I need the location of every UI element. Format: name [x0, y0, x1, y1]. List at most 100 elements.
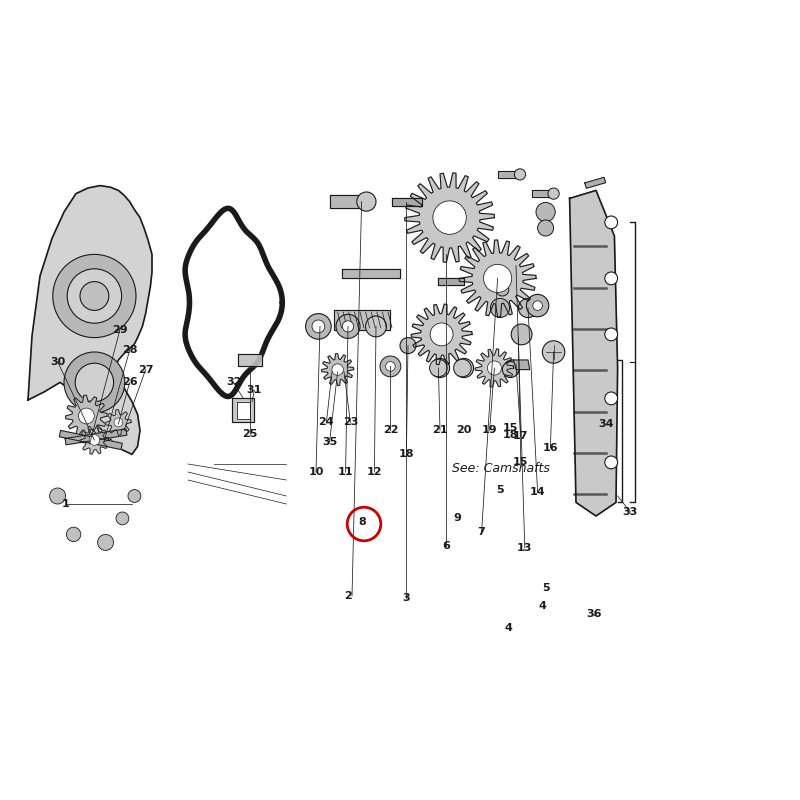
Text: 12: 12	[366, 467, 382, 477]
Text: 15: 15	[513, 458, 529, 467]
Polygon shape	[185, 208, 282, 397]
Polygon shape	[334, 310, 390, 330]
Circle shape	[64, 352, 125, 413]
Text: 5: 5	[542, 583, 550, 593]
Circle shape	[67, 269, 122, 323]
Polygon shape	[65, 429, 127, 445]
Circle shape	[128, 490, 141, 502]
Circle shape	[435, 203, 464, 232]
Polygon shape	[342, 269, 400, 278]
Text: 32: 32	[226, 378, 242, 387]
Text: 7: 7	[478, 527, 486, 537]
Text: 4: 4	[504, 623, 512, 633]
Text: 19: 19	[482, 426, 498, 435]
Circle shape	[400, 338, 416, 354]
Circle shape	[75, 363, 114, 402]
Circle shape	[548, 188, 559, 199]
Circle shape	[366, 316, 386, 337]
Text: 31: 31	[246, 386, 262, 395]
Polygon shape	[237, 402, 250, 419]
Circle shape	[542, 341, 565, 363]
Polygon shape	[59, 430, 122, 450]
Circle shape	[454, 358, 474, 378]
Text: 25: 25	[242, 429, 258, 438]
Text: 23: 23	[342, 418, 358, 427]
Text: 8: 8	[358, 517, 366, 526]
Circle shape	[483, 264, 512, 293]
Polygon shape	[392, 198, 422, 206]
Circle shape	[433, 201, 466, 234]
Polygon shape	[232, 398, 254, 422]
Text: 14: 14	[530, 487, 546, 497]
Circle shape	[332, 364, 343, 375]
Circle shape	[511, 324, 532, 345]
Text: 3: 3	[402, 594, 410, 603]
Text: 21: 21	[432, 426, 448, 435]
Polygon shape	[514, 360, 530, 370]
Text: 17: 17	[513, 431, 529, 441]
Polygon shape	[459, 240, 536, 317]
Text: 29: 29	[112, 325, 128, 334]
Circle shape	[490, 298, 510, 318]
Text: 16: 16	[542, 443, 558, 453]
Text: 18: 18	[398, 450, 414, 459]
Polygon shape	[438, 278, 464, 285]
Text: 13: 13	[517, 543, 533, 553]
Circle shape	[605, 328, 618, 341]
Polygon shape	[80, 426, 109, 454]
Text: 33: 33	[622, 507, 638, 517]
Text: 1: 1	[62, 499, 70, 509]
Text: 10: 10	[308, 467, 324, 477]
Circle shape	[605, 392, 618, 405]
Text: 35: 35	[322, 437, 338, 446]
Text: 15: 15	[502, 423, 518, 433]
Text: 36: 36	[586, 610, 602, 619]
Text: 30: 30	[50, 357, 66, 366]
Polygon shape	[585, 178, 606, 188]
Circle shape	[538, 220, 554, 236]
Polygon shape	[66, 395, 107, 437]
Circle shape	[514, 169, 526, 180]
Circle shape	[430, 359, 447, 377]
Circle shape	[98, 534, 114, 550]
Circle shape	[486, 266, 510, 290]
Circle shape	[336, 314, 360, 338]
Circle shape	[430, 358, 450, 378]
Circle shape	[66, 527, 81, 542]
Text: 34: 34	[598, 419, 614, 429]
Polygon shape	[238, 354, 262, 366]
Circle shape	[114, 418, 123, 427]
Text: 2: 2	[344, 591, 352, 601]
Circle shape	[487, 361, 502, 375]
Circle shape	[605, 272, 618, 285]
Circle shape	[380, 356, 401, 377]
Circle shape	[504, 360, 520, 376]
Circle shape	[518, 298, 538, 318]
Circle shape	[430, 323, 453, 346]
Polygon shape	[330, 195, 364, 208]
Text: 20: 20	[456, 426, 472, 435]
Circle shape	[50, 488, 66, 504]
Text: 26: 26	[122, 378, 138, 387]
Circle shape	[526, 294, 549, 317]
Text: 18: 18	[502, 430, 518, 440]
Text: 11: 11	[338, 467, 354, 477]
Circle shape	[454, 359, 471, 377]
Circle shape	[502, 362, 518, 378]
Polygon shape	[411, 304, 472, 365]
Text: 6: 6	[442, 541, 450, 550]
Polygon shape	[498, 171, 518, 178]
Circle shape	[605, 456, 618, 469]
Polygon shape	[475, 349, 514, 387]
Circle shape	[312, 320, 325, 333]
Text: 22: 22	[382, 426, 398, 435]
Text: 9: 9	[454, 514, 462, 523]
Circle shape	[89, 434, 100, 446]
Circle shape	[80, 282, 109, 310]
Circle shape	[357, 192, 376, 211]
Circle shape	[306, 314, 331, 339]
Polygon shape	[28, 186, 152, 454]
Polygon shape	[322, 354, 354, 386]
Text: 24: 24	[318, 418, 334, 427]
Text: 4: 4	[538, 602, 546, 611]
